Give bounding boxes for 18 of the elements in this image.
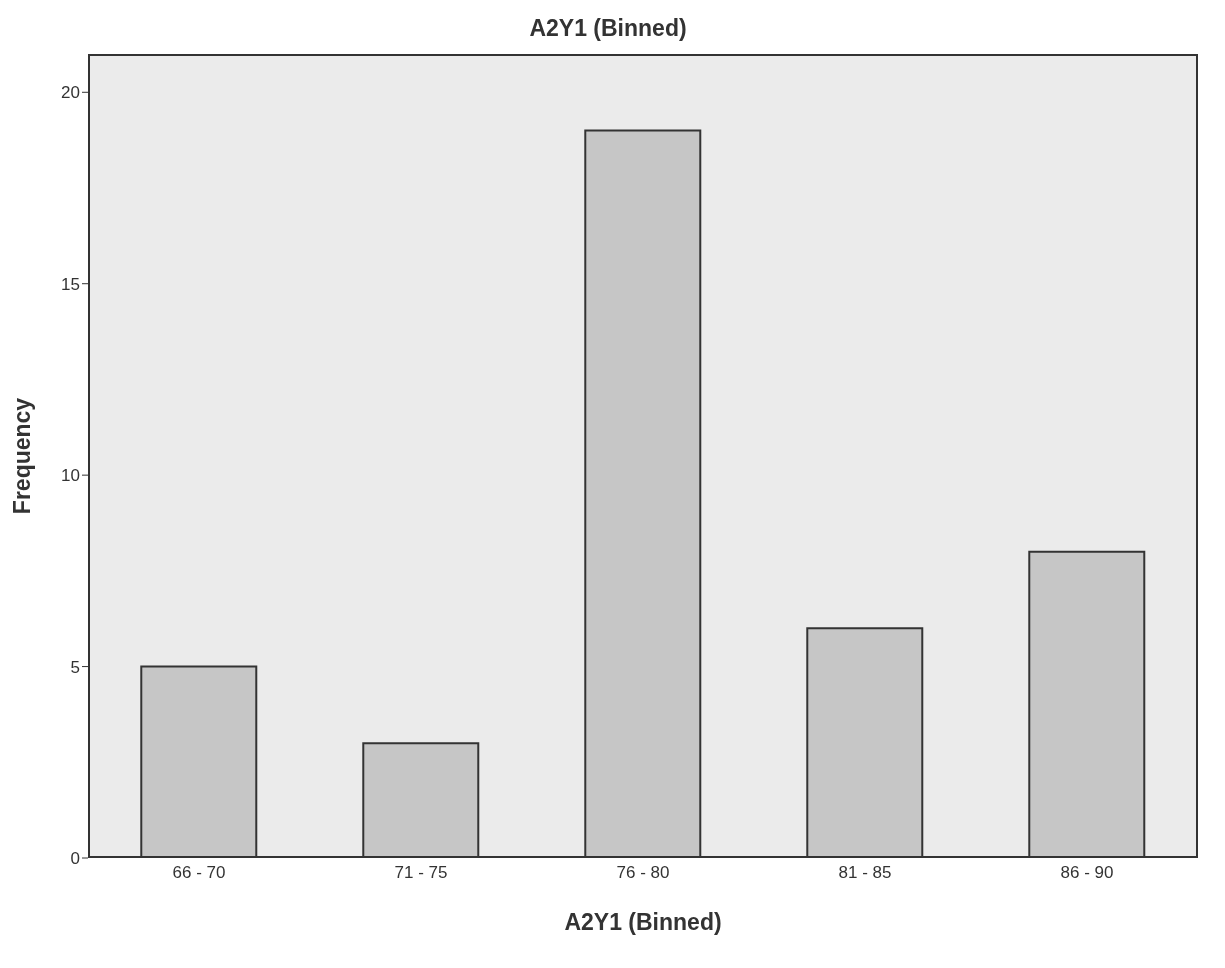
x-tick-label: 71 - 75: [394, 863, 448, 883]
bar: [806, 627, 924, 858]
chart-title: A2Y1 (Binned): [528, 14, 688, 43]
y-tick-label: 0: [70, 849, 80, 869]
bar: [584, 129, 702, 858]
y-tick-label: 10: [61, 466, 80, 486]
bar: [140, 665, 258, 858]
bar: [1028, 550, 1146, 858]
x-axis-title: A2Y1 (Binned): [564, 909, 722, 935]
x-tick-label: 66 - 70: [172, 863, 226, 883]
bar: [362, 742, 480, 858]
x-tick-label: 86 - 90: [1060, 863, 1114, 883]
y-axis-title: Frequency: [9, 397, 36, 515]
x-tick-label: 81 - 85: [838, 863, 892, 883]
x-tick-label: 76 - 80: [616, 863, 670, 883]
y-tick-label: 15: [61, 274, 80, 294]
y-tick-label: 5: [70, 657, 80, 677]
y-tick-label: 20: [61, 83, 80, 103]
